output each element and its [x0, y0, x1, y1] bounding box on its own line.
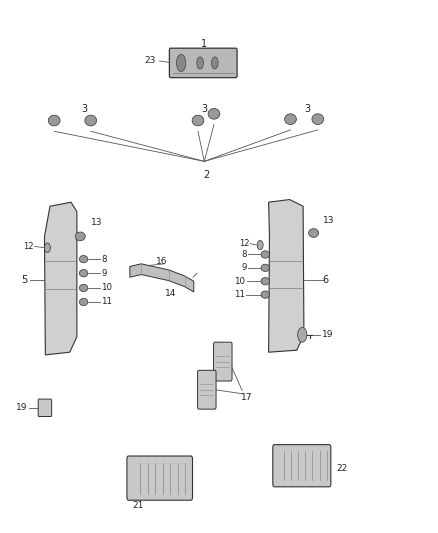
Text: 6: 6	[322, 275, 328, 285]
Circle shape	[298, 327, 307, 342]
Circle shape	[45, 243, 50, 253]
Ellipse shape	[79, 284, 88, 292]
Text: 3: 3	[81, 104, 88, 114]
Text: 21: 21	[133, 501, 144, 510]
Text: 17: 17	[240, 393, 252, 401]
Ellipse shape	[79, 270, 88, 277]
Text: 14: 14	[165, 289, 177, 298]
Ellipse shape	[197, 57, 203, 69]
FancyBboxPatch shape	[214, 342, 232, 381]
Polygon shape	[268, 199, 304, 352]
Text: 8: 8	[101, 255, 107, 264]
Ellipse shape	[261, 264, 269, 271]
Text: 11: 11	[233, 290, 245, 299]
Text: 19: 19	[16, 403, 28, 413]
Ellipse shape	[261, 291, 269, 298]
Ellipse shape	[208, 108, 220, 119]
Text: 11: 11	[101, 297, 112, 306]
Ellipse shape	[75, 232, 85, 241]
Text: 3: 3	[201, 104, 207, 114]
Text: 13: 13	[91, 219, 102, 228]
Ellipse shape	[192, 115, 204, 126]
Text: 23: 23	[145, 56, 156, 66]
Polygon shape	[45, 202, 77, 355]
FancyBboxPatch shape	[38, 399, 52, 416]
Ellipse shape	[285, 114, 297, 125]
Text: 16: 16	[155, 257, 167, 265]
Text: 10: 10	[234, 277, 245, 286]
Text: 3: 3	[304, 104, 311, 114]
Polygon shape	[130, 264, 194, 292]
Text: 5: 5	[21, 275, 28, 285]
Ellipse shape	[212, 57, 218, 69]
Text: 9: 9	[242, 263, 247, 272]
FancyBboxPatch shape	[170, 48, 237, 78]
Ellipse shape	[48, 115, 60, 126]
FancyBboxPatch shape	[273, 445, 331, 487]
Ellipse shape	[312, 114, 324, 125]
Text: 22: 22	[337, 464, 348, 473]
Ellipse shape	[261, 251, 269, 258]
Ellipse shape	[79, 298, 88, 306]
Ellipse shape	[177, 54, 186, 71]
Text: 8: 8	[242, 250, 247, 259]
Ellipse shape	[261, 278, 269, 285]
Text: 9: 9	[101, 269, 106, 278]
FancyBboxPatch shape	[127, 456, 193, 500]
Text: 10: 10	[101, 284, 112, 293]
FancyBboxPatch shape	[198, 370, 216, 409]
Ellipse shape	[308, 229, 319, 237]
Text: 12: 12	[239, 239, 249, 248]
Text: 13: 13	[323, 216, 335, 225]
Ellipse shape	[79, 255, 88, 263]
Ellipse shape	[85, 115, 97, 126]
Text: 19: 19	[322, 330, 333, 340]
Circle shape	[257, 240, 263, 250]
Text: 2: 2	[203, 169, 209, 180]
Text: 1: 1	[201, 39, 207, 49]
Text: 12: 12	[24, 242, 34, 251]
